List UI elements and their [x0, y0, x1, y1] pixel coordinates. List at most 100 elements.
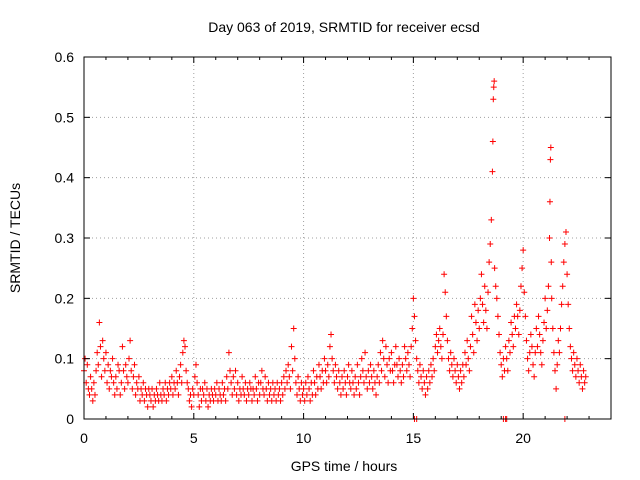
data-point [101, 367, 108, 374]
data-point [276, 385, 283, 392]
data-point [536, 331, 543, 338]
data-point [477, 295, 484, 302]
data-point [110, 379, 117, 386]
data-point [290, 325, 297, 332]
data-point [121, 385, 128, 392]
data-point [409, 325, 416, 332]
y-tick-label: 0.1 [55, 351, 75, 367]
data-point [301, 397, 308, 404]
y-tick-label: 0.6 [55, 49, 75, 65]
data-point [253, 385, 260, 392]
data-point [222, 397, 229, 404]
data-point [558, 301, 565, 308]
data-point [96, 319, 103, 326]
data-point [440, 331, 447, 338]
data-point [494, 313, 501, 320]
data-point [418, 373, 425, 380]
data-point [280, 373, 287, 380]
data-point [499, 373, 506, 380]
data-point [526, 349, 533, 356]
data-point [127, 337, 134, 344]
data-point [514, 313, 521, 320]
data-point [286, 373, 293, 380]
data-point [232, 367, 239, 374]
data-point [99, 337, 106, 344]
data-point [102, 349, 109, 356]
data-point [220, 391, 227, 398]
data-point [347, 385, 354, 392]
data-point [532, 349, 539, 356]
data-point [89, 397, 96, 404]
data-point [458, 379, 465, 386]
data-point [446, 367, 453, 374]
data-point [581, 379, 588, 386]
data-point [216, 385, 223, 392]
data-point [388, 349, 395, 356]
data-point [569, 367, 576, 374]
data-point [425, 367, 432, 374]
data-point [528, 343, 535, 350]
data-point [490, 84, 497, 91]
data-point [315, 361, 322, 368]
data-point [113, 385, 120, 392]
data-point [424, 385, 431, 392]
data-point [550, 349, 557, 356]
data-point [175, 391, 182, 398]
data-point [239, 373, 246, 380]
data-point [135, 373, 142, 380]
data-point [423, 373, 430, 380]
data-point [192, 361, 199, 368]
grid-lines [84, 57, 611, 419]
data-point [519, 265, 526, 272]
data-point [300, 385, 307, 392]
data-point [436, 325, 443, 332]
data-point [396, 355, 403, 362]
data-point [201, 379, 208, 386]
data-point [385, 379, 392, 386]
data-point [390, 379, 397, 386]
data-point [254, 397, 261, 404]
data-point [223, 373, 230, 380]
data-point [109, 355, 116, 362]
data-point [506, 349, 513, 356]
data-point [430, 355, 437, 362]
data-point [141, 397, 148, 404]
x-tick-label: 20 [515, 430, 531, 446]
data-point [366, 379, 373, 386]
data-point [376, 379, 383, 386]
data-point [568, 355, 575, 362]
data-point [285, 361, 292, 368]
data-point [537, 349, 544, 356]
data-point [281, 385, 288, 392]
data-point [539, 337, 546, 344]
data-point [546, 198, 553, 205]
y-tick-label: 0.4 [55, 170, 75, 186]
data-point [93, 367, 100, 374]
data-point [348, 367, 355, 374]
data-point [369, 385, 376, 392]
data-point [479, 301, 486, 308]
data-point [468, 313, 475, 320]
data-point [386, 355, 393, 362]
data-point [189, 385, 196, 392]
data-point [562, 228, 569, 235]
data-point [437, 343, 444, 350]
data-point [156, 379, 163, 386]
data-point [408, 343, 415, 350]
data-point [508, 319, 515, 326]
data-point [343, 391, 350, 398]
data-point [466, 367, 473, 374]
data-point [279, 391, 286, 398]
data-point [329, 355, 336, 362]
data-point [365, 367, 372, 374]
data-point [351, 391, 358, 398]
data-point [284, 379, 291, 386]
data-point [448, 361, 455, 368]
data-point [292, 379, 299, 386]
data-point [582, 373, 589, 380]
data-point [427, 361, 434, 368]
data-point [541, 319, 548, 326]
data-point [384, 361, 391, 368]
data-point [120, 367, 127, 374]
